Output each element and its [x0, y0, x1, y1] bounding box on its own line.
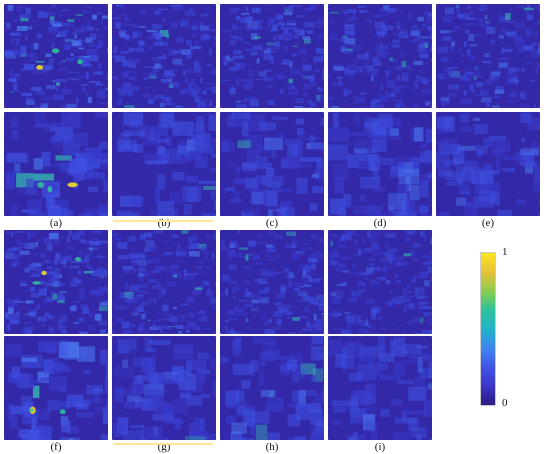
panel-c-caption: (c) — [265, 217, 279, 229]
panel-c-full-map — [220, 4, 324, 108]
panel-i-caption: (i) — [374, 441, 386, 453]
colorbar-max-label: 1 — [502, 246, 508, 258]
colorbar — [480, 252, 496, 406]
panel-f-caption: (f) — [50, 441, 62, 453]
panel-f-zoom-map — [4, 336, 108, 440]
panel-e-caption: (e) — [481, 217, 495, 229]
panel-b-full-map — [112, 4, 216, 108]
panel-b-zoom-map — [112, 112, 216, 216]
panel-g-full-map — [112, 230, 216, 334]
colorbar-min-label: 0 — [502, 397, 508, 409]
highlight-underline-bottom — [113, 443, 213, 445]
panel-c-zoom-map — [220, 112, 324, 216]
panel-b-caption: (b) — [157, 217, 171, 229]
panel-i-zoom-map — [328, 336, 432, 440]
highlight-underline — [113, 220, 213, 222]
panel-g-zoom-map — [112, 336, 216, 440]
panel-d-caption: (d) — [373, 217, 387, 229]
panel-f-full-map — [4, 230, 108, 334]
panel-e-zoom-map — [436, 112, 540, 216]
panel-d-full-map — [328, 4, 432, 108]
panel-h-zoom-map — [220, 336, 324, 440]
panel-i-full-map — [328, 230, 432, 334]
panel-e-full-map — [436, 4, 540, 108]
panel-d-zoom-map — [328, 112, 432, 216]
panel-h-caption: (h) — [265, 441, 279, 453]
panel-a-full-map — [4, 4, 108, 108]
panel-h-full-map — [220, 230, 324, 334]
panel-a-zoom-map — [4, 112, 108, 216]
panel-a-caption: (a) — [49, 217, 63, 229]
